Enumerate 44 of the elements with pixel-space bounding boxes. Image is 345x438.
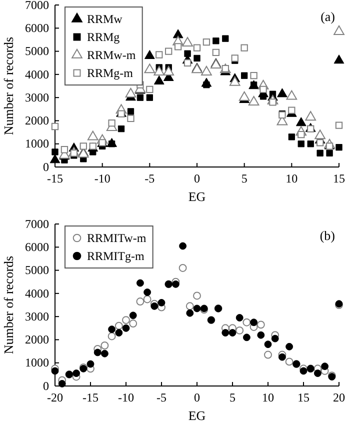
x-tick-label: 0 — [194, 390, 200, 405]
x-tick-label: -5 — [156, 390, 166, 405]
y-tick-label: 4000 — [25, 67, 49, 82]
x-tick-label: -10 — [118, 390, 134, 405]
x-tick-label: -5 — [144, 172, 155, 186]
y-tick-label: 4000 — [25, 286, 49, 300]
y-tick-label: 0 — [43, 378, 49, 393]
y-tick-label: 3000 — [25, 90, 49, 104]
x-tick-label: 0 — [194, 172, 200, 186]
y-tick-label: 6000 — [25, 20, 49, 35]
y-tick-label: 7000 — [25, 216, 49, 231]
legend-label: RRMw — [87, 12, 123, 26]
legend-label: RRMg-m — [87, 66, 134, 80]
x-tick-label: 15 — [333, 172, 345, 186]
x-tick-label: 10 — [262, 390, 274, 405]
x-tick-label: -10 — [94, 172, 110, 186]
y-tick-label: 3000 — [25, 309, 49, 324]
x-tick-label: -20 — [47, 390, 63, 405]
y-axis-title: Number of records — [1, 256, 16, 354]
y-tick-label: 5000 — [25, 44, 49, 58]
legend-label: RRMITg-m — [87, 249, 145, 263]
y-axis-title: Number of records — [1, 36, 16, 136]
legend-label: RRMITw-m — [87, 231, 147, 245]
x-axis-title: EG — [188, 408, 206, 423]
x-tick-label: -15 — [82, 390, 98, 405]
x-tick-label: 5 — [230, 390, 236, 405]
y-tick-label: 6000 — [25, 240, 49, 254]
x-tick-label: 10 — [286, 172, 298, 186]
x-tick-label: 20 — [333, 390, 345, 405]
x-tick-label: 5 — [241, 172, 248, 186]
y-tick-label: 2000 — [25, 114, 49, 128]
y-tick-label: 1000 — [25, 356, 49, 370]
annotation: (a) — [320, 9, 335, 24]
y-tick-label: 0 — [43, 160, 49, 174]
y-tick-label: 7000 — [25, 0, 49, 12]
legend-label: RRMg — [87, 30, 120, 44]
x-tick-label: 15 — [298, 390, 310, 405]
annotation: (b) — [320, 228, 335, 243]
x-axis-title: EG — [188, 189, 206, 204]
y-tick-label: 5000 — [25, 263, 49, 278]
y-tick-label: 1000 — [25, 136, 49, 151]
x-tick-label: -15 — [47, 172, 63, 186]
legend-label: RRMw-m — [87, 48, 136, 62]
y-tick-label: 2000 — [25, 332, 49, 347]
